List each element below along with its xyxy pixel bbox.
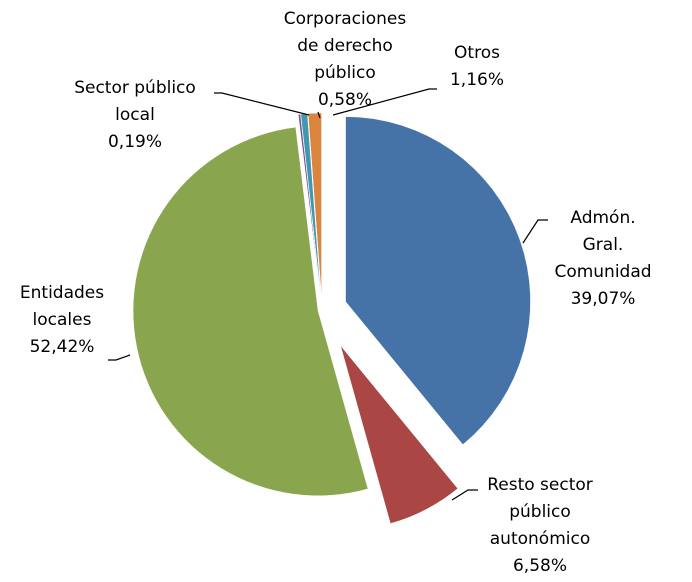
slice-label: Otros 1,16% [450, 40, 504, 94]
pie-slice [297, 113, 321, 299]
pie-slice [345, 116, 531, 445]
category-label: Sector público local [74, 78, 196, 125]
category-label: Corporaciones de derecho público [283, 9, 407, 83]
value-label: 52,42% [29, 337, 95, 357]
category-label: Admón. Gral. Comunidad [554, 208, 652, 282]
leader-line [214, 92, 310, 116]
leader-line [332, 88, 437, 116]
pie-slice [340, 345, 459, 524]
slice-label: Admón. Gral. Comunidad 39,07% [554, 205, 651, 313]
value-label: 1,16% [449, 70, 505, 90]
slice-label: Corporaciones de derecho público 0,58% [284, 6, 406, 114]
value-label: 39,07% [570, 289, 636, 309]
leader-line [317, 111, 321, 119]
slice-label: Sector público local 0,19% [74, 75, 196, 156]
leader-line [522, 219, 548, 244]
slice-label: Entidades locales 52,42% [20, 280, 104, 361]
leader-line [451, 489, 478, 501]
pie-slice [307, 112, 322, 299]
category-label: Resto sector público autonómico [487, 475, 593, 549]
category-label: Entidades locales [19, 283, 105, 330]
value-label: 0,58% [317, 90, 373, 110]
leader-line [108, 354, 131, 361]
value-label: 6,58% [512, 556, 567, 576]
pie-slice [132, 126, 369, 496]
slice-label: Resto sector público autonómico 6,58% [487, 472, 593, 580]
value-label: 0,19% [107, 132, 163, 152]
category-label: Otros [454, 43, 500, 63]
